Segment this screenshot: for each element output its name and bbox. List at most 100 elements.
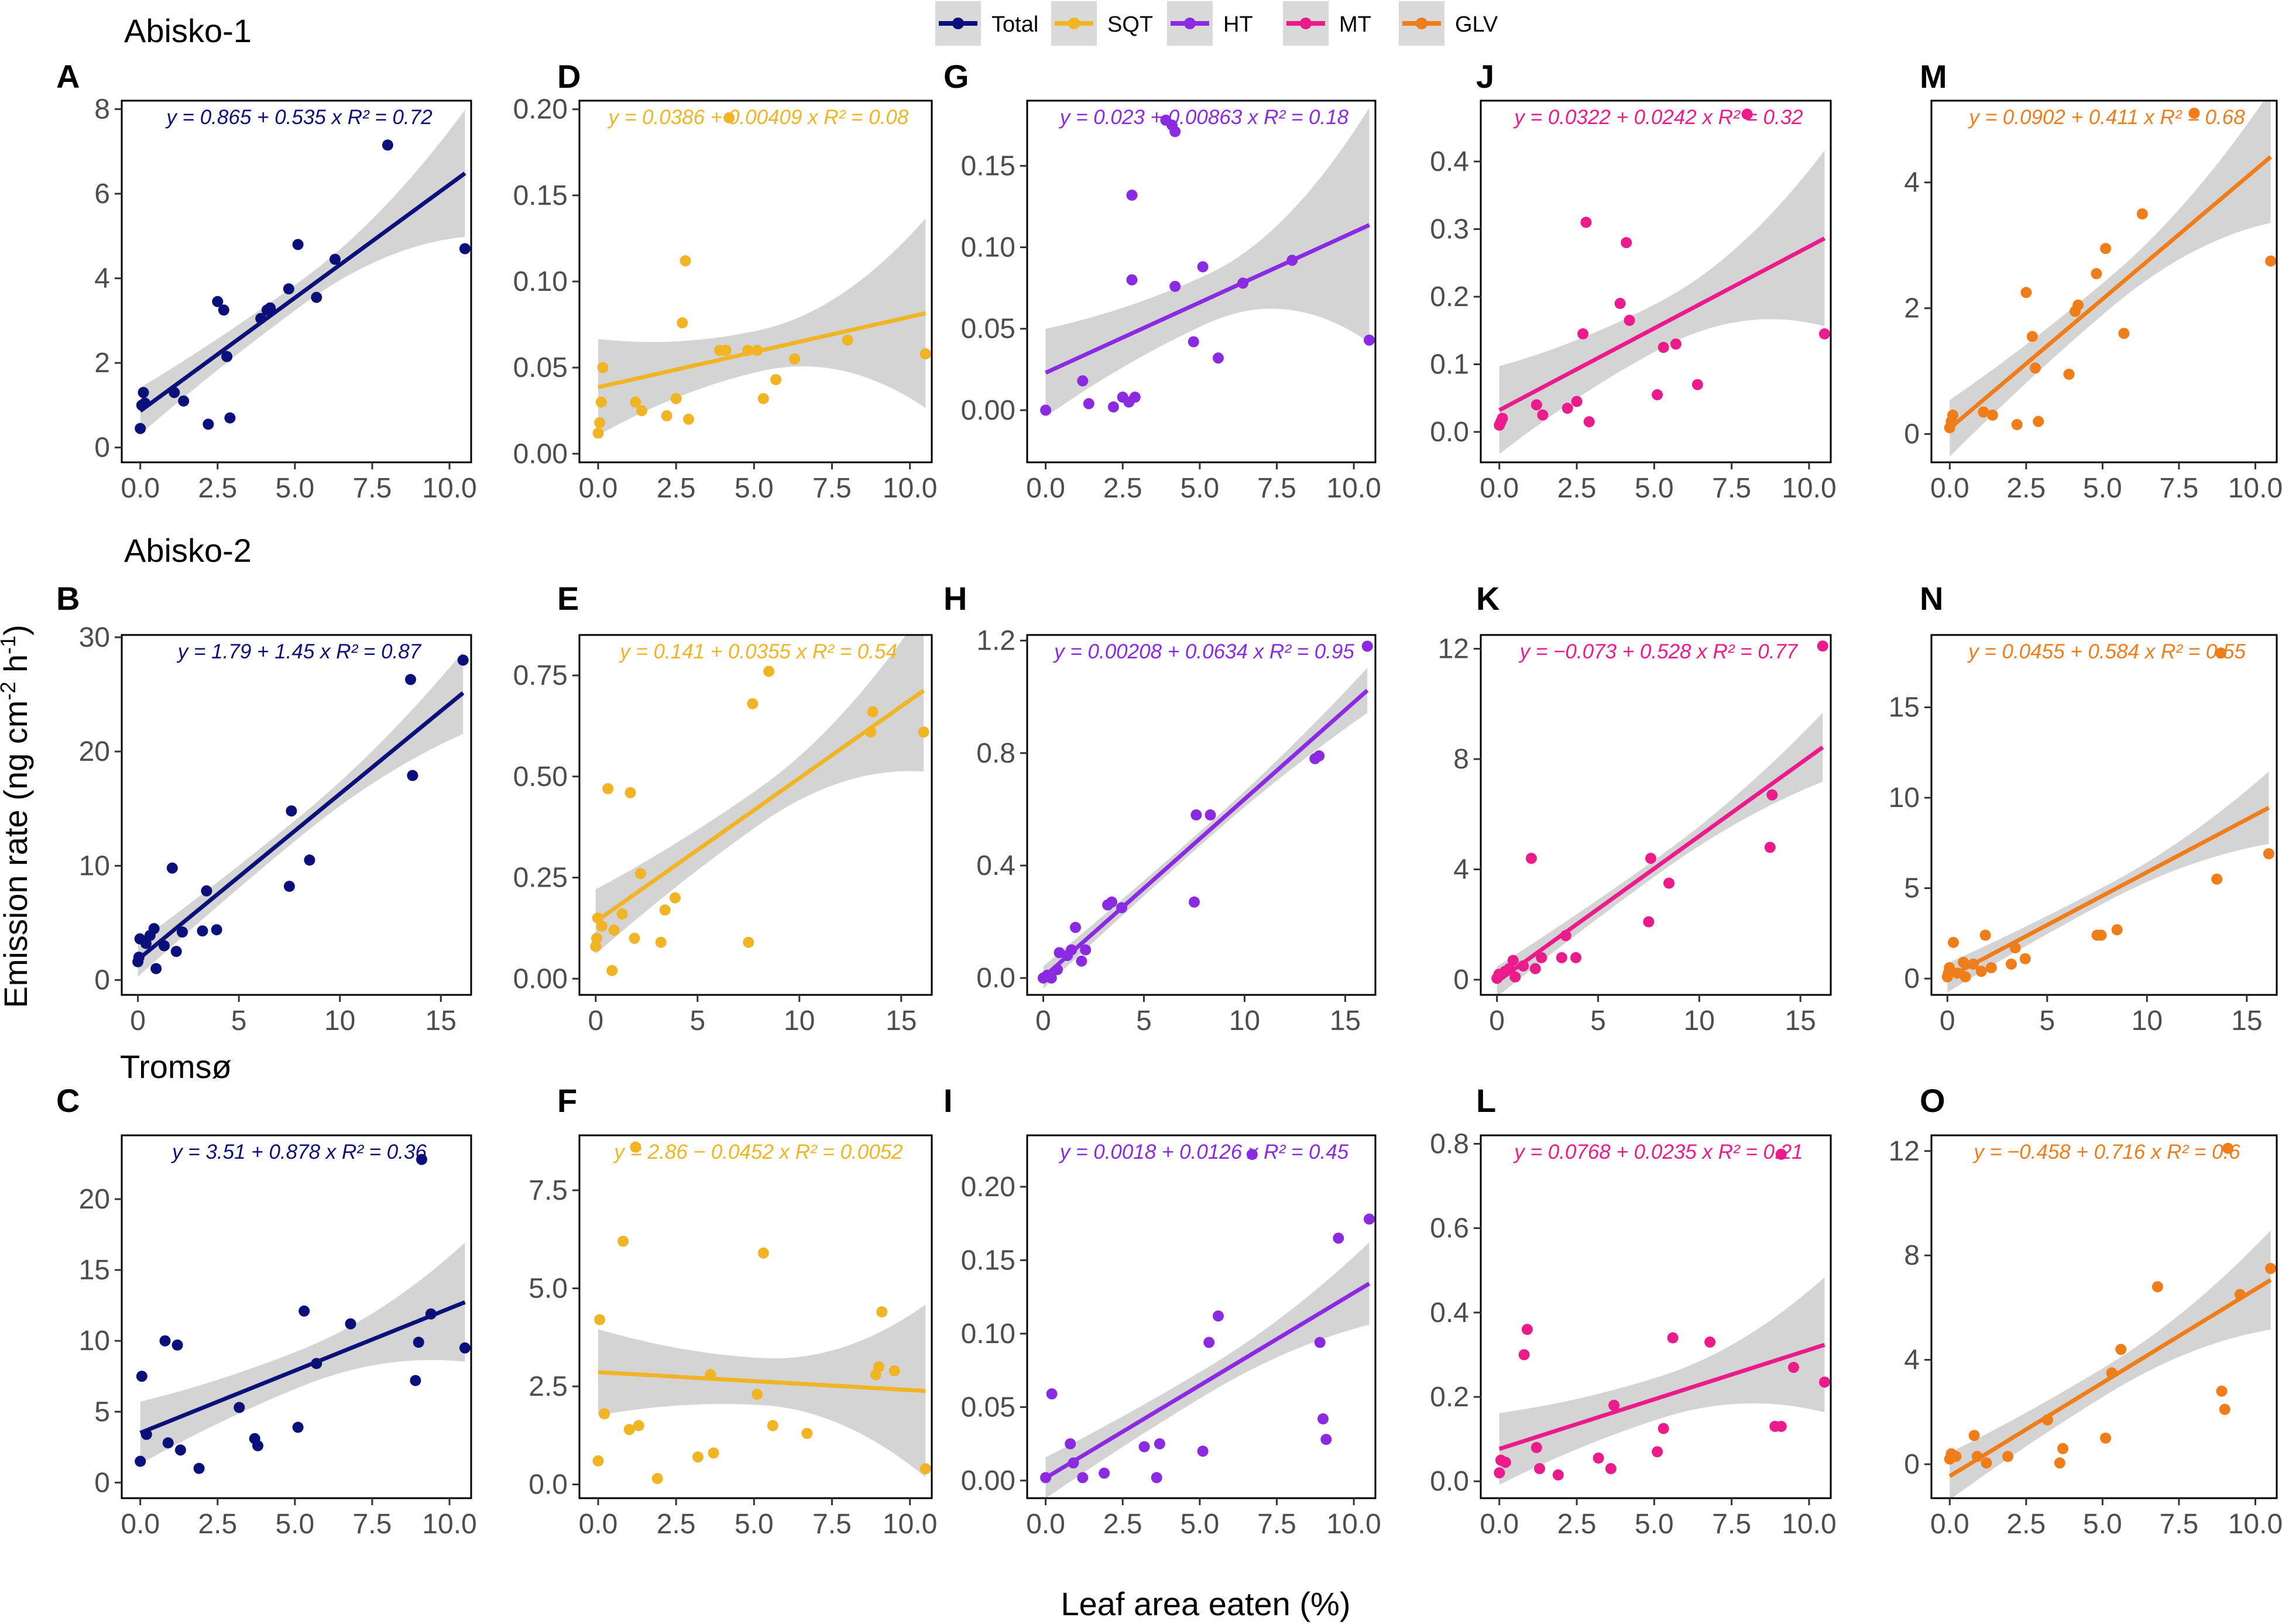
y-tick-label: 0.1 xyxy=(1430,349,1469,380)
y-tick-label: 0.8 xyxy=(976,738,1015,769)
x-tick-label: 10.0 xyxy=(2228,1509,2282,1540)
data-point xyxy=(1817,640,1828,652)
x-tick-label: 5.0 xyxy=(2083,1509,2122,1540)
y-axis-title-superscript: -1 xyxy=(0,636,20,654)
x-tick-label: 0 xyxy=(1489,1005,1505,1036)
y-tick-label: 0.2 xyxy=(1430,281,1469,313)
x-tick-label: 2.5 xyxy=(2006,1509,2046,1540)
y-tick-label: 12 xyxy=(1438,634,1469,665)
confidence-band xyxy=(140,1242,465,1464)
data-point xyxy=(1944,962,1955,974)
plot-frame xyxy=(578,634,933,996)
data-point xyxy=(1818,1376,1830,1388)
x-tick-label: 15 xyxy=(886,1005,917,1036)
y-tick-label: 0.4 xyxy=(976,850,1015,881)
x-tick-label: 5 xyxy=(2039,1005,2055,1036)
regression-line xyxy=(1948,155,2272,430)
panel-grid: Abisko-1 Abisko-2 Tromsø A 0.0 2.5 5.0 7.5 10.0 0… xyxy=(56,12,2282,1540)
data-point xyxy=(1645,853,1656,864)
site-label: Abisko-2 xyxy=(124,532,252,569)
data-point xyxy=(1499,1457,1511,1468)
panel-K: K 0 5 10 15 0 4 8 12 y = −0.073 + 0.528 x R² = 0.… xyxy=(1438,580,1832,1036)
x-tick-label: 2.5 xyxy=(1103,473,1142,504)
x-tick-label: 0.0 xyxy=(1026,473,1065,504)
y-tick-label: 0.15 xyxy=(513,180,568,211)
y-tick-label: 0 xyxy=(1453,964,1469,995)
data-point xyxy=(221,351,233,362)
y-tick-label: 7.5 xyxy=(529,1175,568,1206)
plot-frame xyxy=(578,1134,933,1499)
x-tick-label: 10 xyxy=(324,1005,355,1036)
data-point xyxy=(1663,877,1674,889)
data-point xyxy=(2026,331,2038,342)
data-point xyxy=(602,783,614,795)
plot-frame xyxy=(1930,1134,2278,1499)
y-tick-label: 0 xyxy=(1904,419,1920,450)
panel-F: F 0.0 2.5 5.0 7.5 10.0 0.0 2.5 5.0 7.5 y = 2.86 − … xyxy=(529,1082,937,1540)
data-point xyxy=(171,1339,183,1351)
panel-letter: B xyxy=(56,580,80,617)
x-tick-label: 5 xyxy=(1590,1005,1606,1036)
data-point xyxy=(201,885,212,897)
data-point xyxy=(1979,929,1991,941)
legend-label: SQT xyxy=(1107,12,1153,37)
data-point xyxy=(1040,404,1052,416)
data-point xyxy=(135,423,146,434)
x-tick-label: 10.0 xyxy=(1782,473,1836,504)
confidence-band xyxy=(1045,108,1370,417)
data-point xyxy=(2005,959,2017,970)
x-tick-label: 5.0 xyxy=(275,473,314,504)
y-tick-label: 0.2 xyxy=(1430,1382,1469,1413)
data-point xyxy=(2115,1344,2127,1355)
x-tick-label: 0.0 xyxy=(121,1509,160,1540)
data-point xyxy=(2265,255,2277,267)
x-tick-label: 7.5 xyxy=(812,1509,852,1540)
data-point xyxy=(1658,1423,1669,1434)
data-point xyxy=(1065,1438,1076,1450)
panel-letter: H xyxy=(943,580,967,617)
data-point xyxy=(629,932,640,944)
data-point xyxy=(1077,375,1089,387)
data-point xyxy=(292,239,304,250)
regression-equation: y = 0.0902 + 0.411 x R² = 0.68 xyxy=(1968,106,2245,129)
data-point xyxy=(594,1314,606,1326)
data-point xyxy=(1205,809,1216,820)
data-point xyxy=(1154,1438,1165,1450)
y-tick-label: 0.15 xyxy=(961,1245,1015,1276)
panel-letter: O xyxy=(1920,1082,1945,1119)
data-point xyxy=(2188,108,2200,119)
data-point xyxy=(2222,1142,2233,1154)
data-point xyxy=(298,1305,310,1317)
data-point xyxy=(708,1447,719,1459)
data-point xyxy=(590,940,602,952)
data-point xyxy=(1667,1332,1679,1344)
data-point xyxy=(596,921,608,932)
data-point xyxy=(659,904,671,916)
regression-line xyxy=(139,1300,466,1435)
data-point xyxy=(661,410,672,421)
data-point xyxy=(1691,379,1703,390)
panel-letter: J xyxy=(1476,58,1494,95)
data-point xyxy=(624,787,636,798)
x-tick-label: 7.5 xyxy=(1257,1509,1296,1540)
panel-O: O 0.0 2.5 5.0 7.5 10.0 0 4 8 12 y = −0.458 + 0.716… xyxy=(1889,1082,2282,1540)
data-point xyxy=(680,255,691,267)
data-point xyxy=(1509,971,1521,983)
x-tick-label: 5.0 xyxy=(275,1509,314,1540)
y-tick-label: 0.15 xyxy=(961,150,1015,181)
regression-equation: y = 0.00208 + 0.0634 x R² = 0.95 xyxy=(1053,640,1354,663)
data-point xyxy=(876,1306,888,1318)
data-point xyxy=(1497,413,1508,424)
data-point xyxy=(193,1462,205,1474)
y-tick-label: 4 xyxy=(94,263,110,294)
y-tick-label: 0.50 xyxy=(513,761,568,792)
data-point xyxy=(867,706,879,717)
data-point xyxy=(1562,403,1573,414)
x-tick-label: 5.0 xyxy=(2083,473,2122,504)
data-point xyxy=(1190,809,1202,820)
data-point xyxy=(212,296,224,307)
x-tick-label: 2.5 xyxy=(1103,1509,1142,1540)
data-point xyxy=(1764,842,1776,853)
data-point xyxy=(1621,237,1632,249)
y-axis-title-part: h xyxy=(0,654,34,682)
